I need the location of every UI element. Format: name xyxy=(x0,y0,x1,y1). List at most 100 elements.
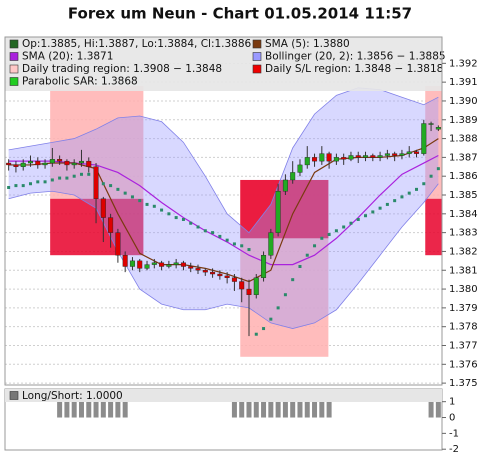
y-tick-label: 1.381 xyxy=(449,265,478,276)
candle-body xyxy=(42,162,48,166)
bar xyxy=(122,401,128,418)
legend-swatch xyxy=(9,39,19,49)
y-tick-label: 1.376 xyxy=(449,359,478,370)
candle-body xyxy=(333,157,339,162)
region xyxy=(425,198,442,256)
y-tick-label: 1.378 xyxy=(449,322,478,333)
sar-dot xyxy=(269,317,273,321)
sar-dot xyxy=(298,264,302,268)
candle-body xyxy=(6,162,12,166)
candle-body xyxy=(224,275,230,278)
y-tick-label: 1.382 xyxy=(449,246,478,257)
sar-dot xyxy=(364,214,368,218)
bar xyxy=(297,401,303,418)
candle-body xyxy=(319,153,325,162)
sar-dot xyxy=(101,182,105,186)
y-tick-label: 1.391 xyxy=(449,77,478,88)
y-tick-label: 0 xyxy=(449,413,455,424)
sar-dot xyxy=(36,180,40,184)
legend-swatch xyxy=(252,64,262,74)
candle-body xyxy=(137,260,143,269)
candle-body xyxy=(27,160,33,164)
sar-dot xyxy=(422,182,426,186)
sar-dot xyxy=(203,229,207,233)
sar-dot xyxy=(327,233,331,237)
y-tick-label: 1.375 xyxy=(449,378,478,389)
sar-dot xyxy=(240,244,244,248)
sar-dot xyxy=(385,202,389,206)
main-panel xyxy=(5,62,442,384)
bar xyxy=(78,401,84,418)
candle-body xyxy=(392,153,398,156)
y-tick-label: 1 xyxy=(449,397,455,408)
bar xyxy=(57,401,63,418)
bar xyxy=(253,401,259,418)
y-tick-label: 1.390 xyxy=(449,96,478,107)
candle-body xyxy=(13,164,19,167)
bar xyxy=(275,401,281,418)
candle-body xyxy=(384,153,390,156)
sar-dot xyxy=(400,195,404,199)
legend-label: SMA (20): 1.3871 xyxy=(22,51,113,63)
sar-dot xyxy=(276,306,280,310)
candle-body xyxy=(129,260,135,267)
bar xyxy=(290,401,296,418)
candle-body xyxy=(261,255,267,278)
sar-dot xyxy=(262,327,266,331)
candle-body xyxy=(64,160,70,166)
sar-dot xyxy=(116,187,120,191)
legend-swatch xyxy=(9,64,19,74)
bar xyxy=(326,401,332,418)
sar-dot xyxy=(232,242,236,246)
candle-body xyxy=(71,162,77,166)
sar-dot xyxy=(291,278,295,282)
sar-dot xyxy=(79,172,83,176)
candle-body xyxy=(246,288,252,295)
candle-body xyxy=(210,271,216,275)
lower-panel: 1 0 -1 -2 Long/Short: 1.0000 xyxy=(5,389,459,455)
sar-dot xyxy=(349,221,353,225)
sar-dot xyxy=(14,184,18,188)
candle-body xyxy=(239,281,245,290)
candle-body xyxy=(35,160,41,166)
bar xyxy=(231,401,237,418)
legend-label: Bollinger (20, 2): 1.3856 − 1.3885 xyxy=(265,51,446,63)
candle-body xyxy=(49,159,55,164)
plot-border xyxy=(4,36,443,386)
candle-body xyxy=(399,153,405,156)
candle-body xyxy=(377,155,383,158)
candle-body xyxy=(290,172,296,181)
sar-dot xyxy=(72,174,76,178)
sar-dot xyxy=(138,199,142,203)
candle-body xyxy=(253,277,259,295)
candle-body xyxy=(217,273,223,277)
candle-body xyxy=(195,268,201,271)
candle-body xyxy=(435,127,441,130)
candle-body xyxy=(108,217,114,233)
sar-dot xyxy=(21,184,25,188)
candle-body xyxy=(370,155,376,158)
y-tick-label: 1.384 xyxy=(449,209,478,220)
sar-dot xyxy=(181,217,185,221)
candle-body xyxy=(428,123,434,125)
bar xyxy=(239,401,245,418)
sar-dot xyxy=(225,238,229,242)
sar-dot xyxy=(189,221,193,225)
bar xyxy=(100,401,106,418)
sar-dot xyxy=(43,180,47,184)
sar-dot xyxy=(436,167,440,171)
bar xyxy=(115,401,121,418)
sar-dot xyxy=(254,332,258,336)
candle-body xyxy=(282,179,288,192)
bar xyxy=(268,401,274,418)
bar xyxy=(319,401,325,418)
sar-dot xyxy=(28,182,32,186)
y-tick-label: -2 xyxy=(449,444,459,455)
y-tick-label: 1.383 xyxy=(449,228,478,239)
sar-dot xyxy=(7,185,11,189)
legend-label: SMA (5): 1.3880 xyxy=(265,38,350,50)
legend-swatch xyxy=(9,391,19,400)
candle-body xyxy=(166,264,172,267)
candle-body xyxy=(297,164,303,173)
